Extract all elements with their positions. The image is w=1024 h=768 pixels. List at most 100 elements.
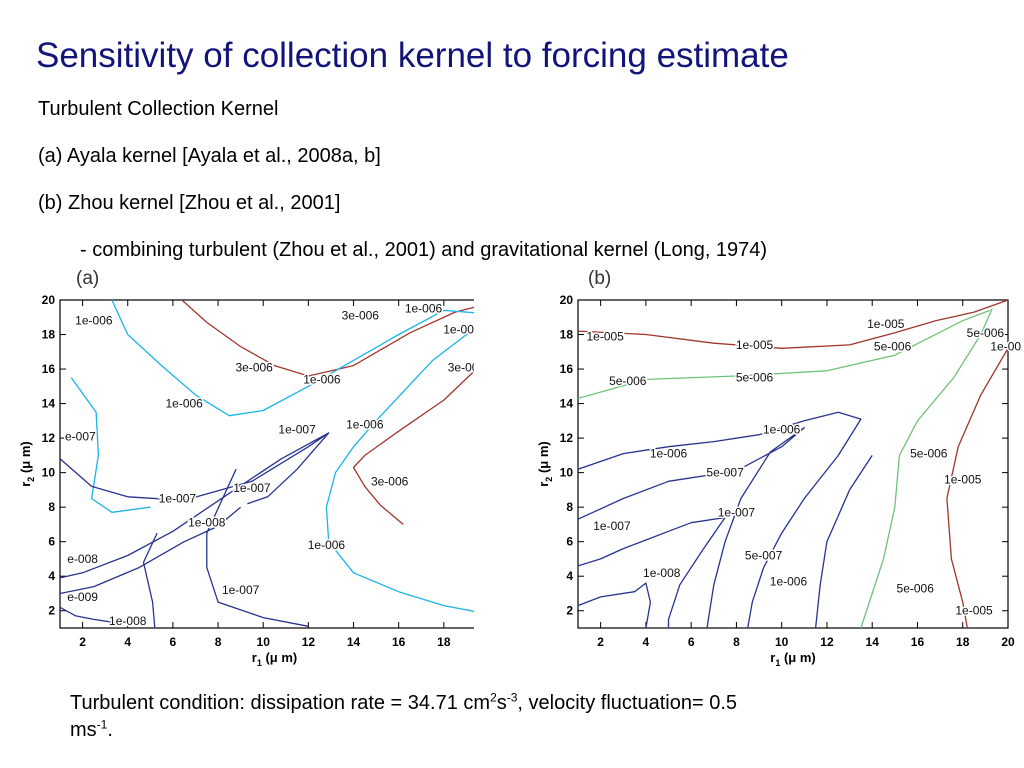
- x-tick-label: 4: [124, 635, 131, 649]
- ayala-kernel-line: (a) Ayala kernel [Ayala et al., 2008a, b…: [38, 145, 381, 167]
- contour-line-red: [181, 300, 474, 377]
- contour-line-blue: [578, 516, 726, 628]
- contour-value-label: 1e-008: [109, 614, 147, 628]
- contour-value-label: 5e-006: [736, 371, 774, 385]
- y-tick-label: 12: [560, 431, 574, 445]
- contour-value-label: 1e-005: [944, 473, 982, 487]
- y-tick-label: 6: [48, 535, 55, 549]
- x-tick-label: 10: [775, 635, 789, 649]
- x-axis-label: r1 (μ m): [770, 650, 815, 668]
- contour-line-blue: [814, 455, 873, 628]
- y-tick-label: 16: [42, 362, 56, 376]
- y-tick-label: 16: [560, 362, 574, 376]
- contour-line-blue: [247, 432, 330, 505]
- y-tick-label: 6: [566, 535, 573, 549]
- slide-title: Sensitivity of collection kernel to forc…: [36, 36, 789, 75]
- y-tick-label: 8: [566, 500, 573, 514]
- y-tick-label: 10: [560, 466, 574, 480]
- contour-value-label: 1e-005: [736, 338, 774, 352]
- contour-line-green: [578, 309, 991, 400]
- y-axis-label: r2 (μ m): [18, 441, 36, 486]
- contour-line-blue: [142, 532, 158, 628]
- contour-line-cyan: [325, 327, 474, 613]
- contour-line-cyan: [111, 300, 474, 417]
- y-tick-label: 14: [560, 397, 574, 411]
- x-tick-label: 16: [392, 635, 406, 649]
- y-tick-label: 4: [48, 569, 55, 583]
- x-tick-label: 18: [437, 635, 451, 649]
- contour-value-label: 1e-006: [346, 417, 384, 431]
- kernel-heading: Turbulent Collection Kernel: [38, 98, 279, 120]
- x-tick-label: 14: [347, 635, 361, 649]
- contour-value-label: 1e-006: [650, 447, 688, 461]
- contour-value-label: 5e-006: [609, 374, 647, 388]
- panel-label-b: (b): [588, 268, 612, 289]
- contour-value-label: 5e-006: [967, 326, 1005, 340]
- x-tick-label: 12: [302, 635, 316, 649]
- contour-value-label: 1e-008: [188, 516, 226, 530]
- x-axis-label: r1 (μ m): [252, 650, 297, 668]
- contour-value-label: 1e-006: [443, 322, 474, 336]
- contour-value-label: e-008: [67, 552, 98, 566]
- y-tick-label: 10: [42, 466, 56, 480]
- x-tick-label: 8: [215, 635, 222, 649]
- plot-frame: [577, 299, 1009, 629]
- contour-value-label: 5e-007: [706, 466, 744, 480]
- contour-value-label: 1e-006: [75, 314, 113, 328]
- contour-value-label: 1e-006: [308, 538, 346, 552]
- combining-kernel-line: - combining turbulent (Zhou et al., 2001…: [80, 239, 768, 261]
- y-tick-label: 4: [566, 569, 573, 583]
- contour-line-blue: [60, 506, 242, 595]
- y-tick-label: 2: [566, 604, 573, 618]
- contour-value-label: 1e-007: [278, 422, 316, 436]
- contour-plot-b: (b) 2 4 6 8 10 12 14 16 18 20 2 4 6 8 10 12 14 16 18 20 r1 (…: [526, 268, 1022, 678]
- contour-value-label: e-009: [67, 590, 98, 604]
- contour-value-label: 3e-006: [371, 474, 409, 488]
- y-tick-label: 20: [42, 293, 56, 307]
- y-tick-label: 8: [48, 500, 55, 514]
- y-tick-label: 12: [42, 431, 56, 445]
- x-tick-label: 10: [257, 635, 271, 649]
- x-tick-label: 12: [820, 635, 834, 649]
- contour-line-green: [860, 308, 993, 628]
- contour-value-label: 1e-005: [867, 317, 905, 331]
- contour-line-red: [946, 347, 1008, 628]
- x-tick-label: 18: [956, 635, 970, 649]
- contour-value-label: 1e-007: [233, 481, 271, 495]
- x-tick-label: 4: [643, 635, 650, 649]
- x-tick-label: 2: [79, 635, 86, 649]
- contour-value-label: 3e-006: [342, 309, 380, 323]
- contour-line-cyan: [70, 377, 151, 513]
- contour-value-label: 5e-007: [745, 548, 783, 562]
- contour-value-label: 1e-005: [955, 604, 993, 618]
- contour-value-label: 1e-006: [763, 422, 801, 436]
- y-tick-label: 2: [48, 604, 55, 618]
- contour-value-label: 1e-008: [643, 566, 681, 580]
- zhou-kernel-line: (b) Zhou kernel [Zhou et al., 2001]: [38, 192, 341, 214]
- contour-value-label: 1e-006: [303, 372, 341, 386]
- x-tick-label: 8: [733, 635, 740, 649]
- x-tick-label: 16: [911, 635, 925, 649]
- contour-plot-b-svg: 2 4 6 8 10 12 14 16 18 20 2 4 6 8 10 12 14 16 18 20 r1 (μ m)…: [536, 293, 1022, 668]
- contour-value-label: 5e-006: [910, 447, 948, 461]
- contour-value-label: 1e-007: [159, 492, 197, 506]
- contour-value-label: 1e-00: [990, 340, 1021, 354]
- contour-value-label: 1e-006: [165, 397, 203, 411]
- contour-line-red: [578, 300, 1008, 349]
- contour-line-blue: [578, 411, 862, 628]
- x-tick-label: 2: [597, 635, 604, 649]
- contour-value-label: e-007: [65, 429, 96, 443]
- contour-line-red: [352, 370, 474, 525]
- contour-value-label: 1e-007: [222, 583, 260, 597]
- x-tick-label: 20: [1001, 635, 1015, 649]
- x-tick-label: 14: [866, 635, 880, 649]
- contour-line-blue: [578, 427, 805, 628]
- y-tick-label: 18: [42, 328, 56, 342]
- contour-value-label: 3e-006: [448, 360, 474, 374]
- x-tick-label: 6: [170, 635, 177, 649]
- contour-line-blue: [60, 606, 117, 624]
- contour-value-label: 3e-006: [235, 360, 273, 374]
- y-tick-label: 18: [560, 328, 574, 342]
